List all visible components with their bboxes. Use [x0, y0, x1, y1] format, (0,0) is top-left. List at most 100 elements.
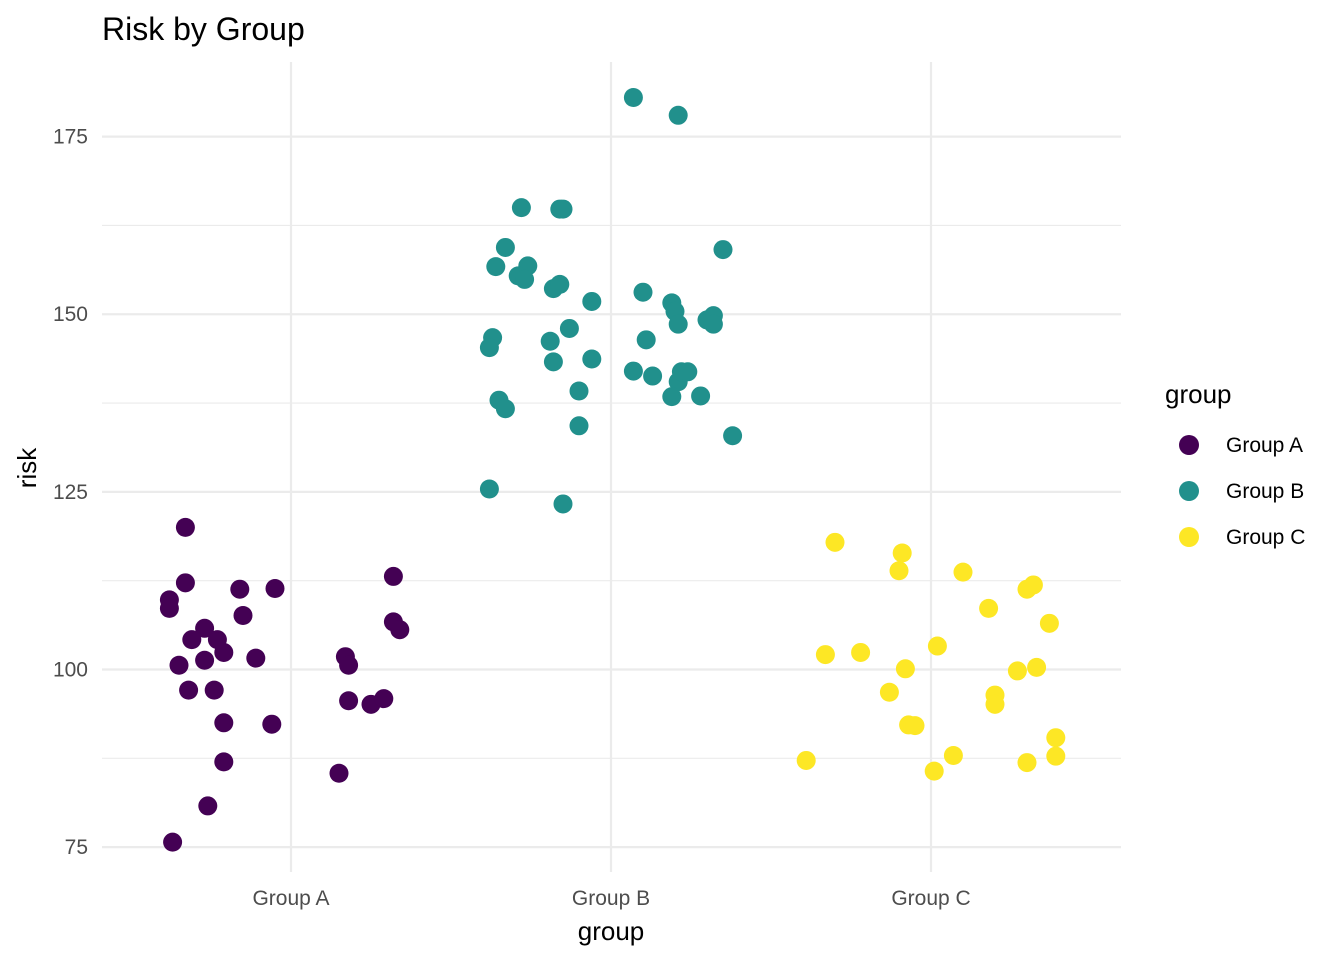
- data-point: [985, 694, 1005, 714]
- data-point: [703, 314, 723, 334]
- data-point: [175, 573, 195, 593]
- data-point: [543, 352, 563, 372]
- data-point: [195, 650, 215, 670]
- data-point: [511, 198, 531, 218]
- data-point: [246, 648, 266, 668]
- data-point: [540, 331, 560, 351]
- data-point: [1023, 575, 1043, 595]
- data-point: [895, 659, 915, 679]
- data-point: [1017, 753, 1037, 773]
- data-point: [495, 237, 515, 257]
- data-point: [159, 598, 179, 618]
- y-tick-label: 125: [53, 481, 88, 504]
- data-point: [623, 361, 643, 381]
- data-point: [892, 543, 912, 563]
- data-point: [713, 240, 733, 260]
- data-point: [182, 630, 202, 650]
- x-tick-label: Group A: [252, 887, 329, 910]
- data-points: [159, 88, 1066, 852]
- data-point: [889, 561, 909, 581]
- data-point: [198, 796, 218, 816]
- data-point: [1027, 657, 1047, 677]
- data-point: [169, 655, 189, 675]
- data-point: [339, 691, 359, 711]
- y-axis-title: risk: [12, 447, 42, 488]
- data-point: [195, 618, 215, 638]
- data-point: [1039, 613, 1059, 633]
- data-point: [214, 752, 234, 772]
- legend-label: Group B: [1226, 480, 1304, 503]
- data-point: [179, 680, 199, 700]
- data-point: [582, 349, 602, 369]
- y-tick-label: 100: [53, 659, 88, 682]
- x-tick-label: Group C: [891, 887, 970, 910]
- data-point: [569, 381, 589, 401]
- data-point: [633, 282, 653, 302]
- data-point: [233, 606, 253, 625]
- legend: group Group A Group B Group C: [1165, 379, 1305, 549]
- legend-key: [1179, 527, 1199, 547]
- legend-label: Group A: [1226, 434, 1303, 457]
- data-point: [691, 386, 711, 406]
- data-point: [230, 579, 250, 599]
- data-point: [553, 199, 573, 219]
- data-point: [569, 416, 589, 436]
- data-point: [879, 682, 899, 702]
- data-point: [207, 630, 227, 650]
- data-point: [262, 714, 282, 734]
- y-tick-label: 175: [53, 126, 88, 149]
- data-point: [678, 362, 698, 382]
- data-point: [668, 105, 688, 125]
- data-point: [550, 274, 570, 294]
- data-point: [582, 291, 602, 311]
- data-point: [559, 318, 579, 338]
- data-point: [486, 257, 506, 277]
- data-point: [796, 750, 816, 770]
- data-point: [329, 763, 349, 783]
- x-axis-title: group: [578, 916, 645, 946]
- data-point: [1046, 746, 1066, 766]
- legend-key: [1179, 481, 1199, 501]
- data-point: [668, 314, 688, 334]
- data-point: [1007, 661, 1027, 681]
- data-point: [851, 642, 871, 662]
- data-point: [383, 566, 403, 586]
- data-point: [553, 494, 573, 514]
- legend-key: [1179, 435, 1199, 455]
- y-tick-label: 150: [53, 303, 88, 326]
- data-point: [825, 532, 845, 552]
- grid-lines: [102, 62, 1121, 872]
- data-point: [390, 620, 410, 640]
- data-point: [479, 338, 499, 358]
- data-point: [662, 387, 682, 407]
- data-point: [495, 399, 515, 419]
- data-point: [953, 562, 973, 582]
- chart-title: Risk by Group: [102, 11, 305, 47]
- data-point: [204, 680, 224, 700]
- legend-label: Group C: [1226, 526, 1305, 549]
- x-axis-tick-labels: Group A Group B Group C: [252, 887, 970, 910]
- x-tick-label: Group B: [572, 887, 650, 910]
- data-point: [175, 517, 195, 537]
- y-tick-label: 75: [65, 836, 88, 859]
- data-point: [815, 645, 835, 665]
- data-point: [723, 426, 743, 446]
- data-point: [265, 579, 285, 598]
- data-point: [905, 716, 925, 736]
- y-axis-tick-labels: 75 100 125 150 175: [53, 126, 88, 860]
- data-point: [515, 269, 535, 289]
- data-point: [339, 655, 359, 675]
- data-point: [943, 745, 963, 765]
- data-point: [924, 761, 944, 781]
- data-point: [636, 330, 656, 350]
- data-point: [163, 832, 183, 852]
- legend-title: group: [1165, 379, 1232, 409]
- data-point: [979, 598, 999, 618]
- data-point: [623, 88, 643, 108]
- data-point: [927, 636, 947, 656]
- data-point: [1046, 728, 1066, 748]
- data-point: [214, 713, 234, 733]
- data-point: [374, 689, 394, 709]
- data-point: [479, 479, 499, 499]
